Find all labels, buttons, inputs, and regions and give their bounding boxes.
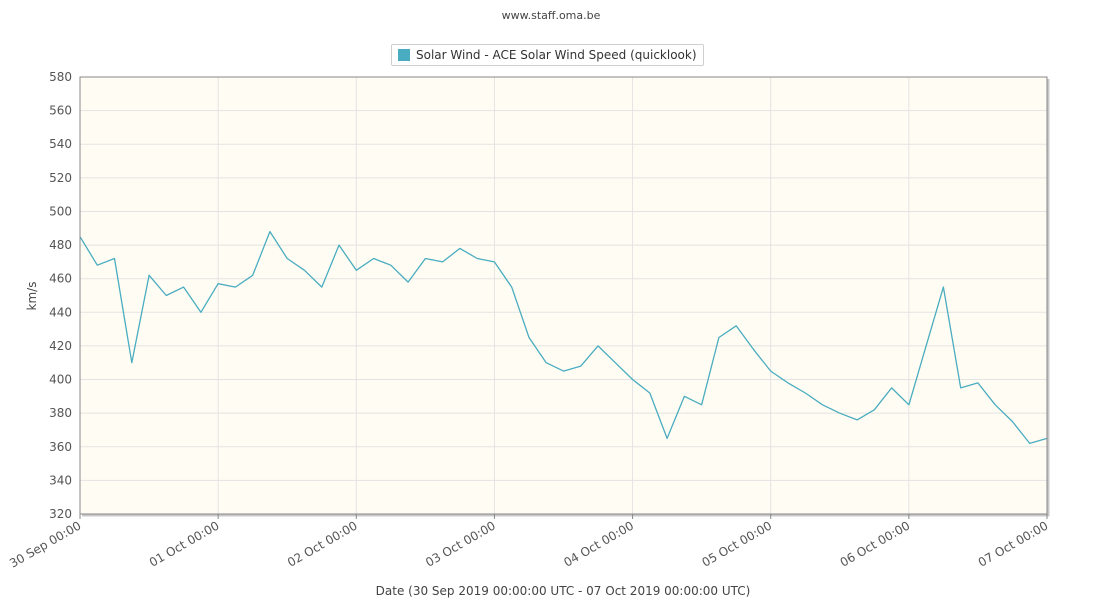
series-layer	[79, 230, 1048, 445]
y-tick-label: 320	[49, 507, 72, 521]
y-tick-label: 360	[49, 440, 72, 454]
x-tick-label: 01 Oct 00:00	[147, 518, 222, 569]
x-tick-label: 04 Oct 00:00	[561, 518, 636, 569]
x-tick-label: 07 Oct 00:00	[976, 518, 1051, 569]
legend-swatch	[398, 49, 410, 61]
y-tick-label: 500	[49, 204, 72, 218]
series-line[interactable]	[79, 230, 1048, 445]
y-tick-label: 420	[49, 339, 72, 353]
x-tick-label: 03 Oct 00:00	[423, 518, 498, 569]
x-tick-label: 06 Oct 00:00	[838, 518, 913, 569]
plot-border	[79, 76, 1048, 515]
y-axis-ticks: 320 340 360 380 400 420 440 460 480 500 520 540 560 5…	[49, 70, 72, 521]
y-tick-label: 560	[49, 104, 72, 118]
y-tick-label: 460	[49, 272, 72, 286]
y-tick-label: 480	[49, 238, 72, 252]
plot-background	[80, 77, 1047, 514]
y-tick-label: 340	[49, 473, 72, 487]
x-tick-label: 30 Sep 00:00	[7, 518, 83, 570]
source-url: www.staff.oma.be	[501, 9, 601, 22]
x-axis-title: Date (30 Sep 2019 00:00:00 UTC - 07 Oct …	[376, 584, 751, 598]
y-tick-label: 400	[49, 373, 72, 387]
legend-label: Solar Wind - ACE Solar Wind Speed (quick…	[416, 48, 697, 62]
y-tick-label: 540	[49, 137, 72, 151]
y-tick-label: 380	[49, 406, 72, 420]
x-axis-ticks: 30 Sep 00:00 01 Oct 00:00 02 Oct 00:00 03 O…	[7, 514, 1051, 571]
y-tick-label: 580	[49, 70, 72, 84]
y-tick-label: 520	[49, 171, 72, 185]
y-axis-title: km/s	[25, 282, 39, 311]
y-tick-label: 440	[49, 305, 72, 319]
chart-legend[interactable]: Solar Wind - ACE Solar Wind Speed (quick…	[391, 44, 704, 66]
x-tick-label: 05 Oct 00:00	[699, 518, 774, 569]
x-tick-label: 02 Oct 00:00	[285, 518, 360, 569]
